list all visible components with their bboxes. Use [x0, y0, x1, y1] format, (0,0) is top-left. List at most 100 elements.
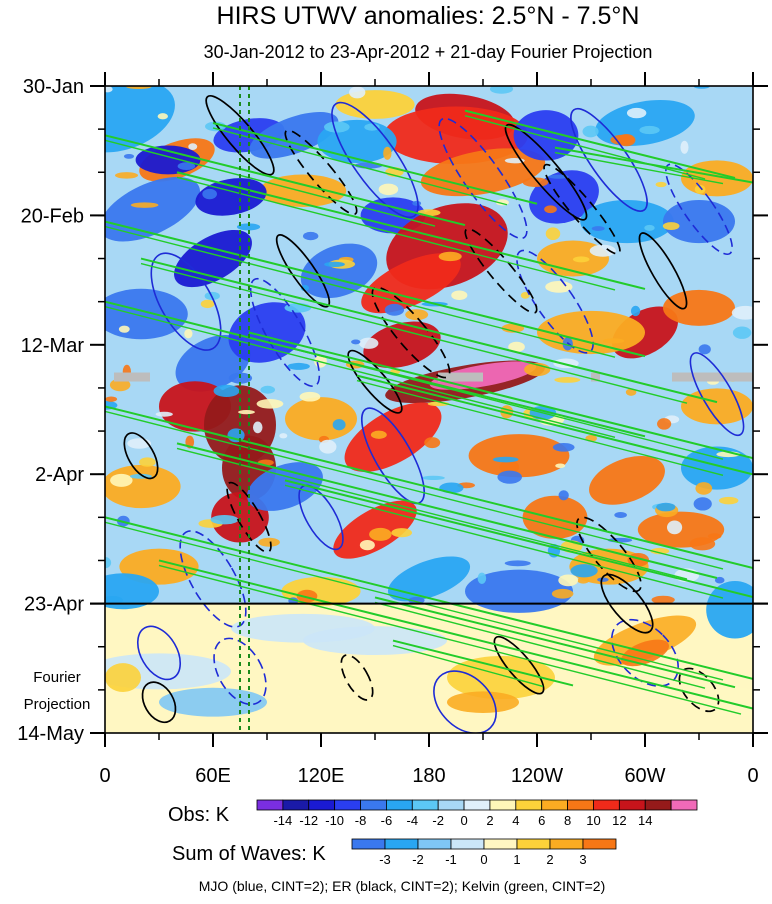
x-tick-label-2: 120E — [298, 765, 345, 787]
y-tick-label-3: 2-Apr — [35, 464, 84, 486]
obs-speck-145 — [666, 520, 683, 535]
mjo-contour-9 — [433, 670, 497, 733]
obs-anomaly-patch-17 — [663, 289, 735, 326]
obs-speck-67 — [558, 574, 579, 587]
obs-speck-95 — [109, 378, 131, 392]
obs-speck-74 — [655, 181, 667, 188]
waves-colorbar-level-5: 2 — [546, 852, 553, 867]
obs-anomaly-patch-30 — [589, 455, 665, 505]
waves-colorbar-swatch-6 — [549, 838, 584, 850]
obs-speck-55 — [731, 305, 753, 320]
obs-speck-126 — [497, 470, 522, 484]
obs-speck-24 — [504, 560, 531, 567]
obs-speck-144 — [451, 290, 468, 300]
obs-colorbar-swatch-5 — [386, 799, 413, 811]
obs-colorbar-swatch-6 — [411, 799, 439, 811]
obs-anomaly-patch-50 — [465, 569, 573, 613]
obs-speck-87 — [105, 596, 123, 605]
waves-colorbar-swatch-4 — [483, 838, 518, 850]
obs-speck-146 — [570, 564, 598, 578]
obs-anomaly-patch-55 — [706, 580, 753, 639]
obs-speck-46 — [130, 202, 159, 208]
obs-anomaly-patch-28 — [468, 434, 570, 478]
obs-colorbar-swatch-15 — [644, 799, 672, 811]
kelvin-streak-12 — [374, 596, 736, 689]
obs-speck-130 — [582, 125, 599, 138]
missing-data-bars — [114, 372, 753, 382]
kelvin-streak-inner-15 — [464, 114, 706, 180]
er-contour-13 — [493, 635, 545, 695]
kelvin-streak-inner-6 — [356, 379, 724, 477]
waves-colorbar-swatch-3 — [450, 838, 485, 850]
obs-speck-149 — [489, 86, 514, 94]
kelvin-streak-inner-2 — [105, 225, 616, 358]
obs-speck-39 — [252, 421, 263, 434]
obs-anomaly-patch-10 — [105, 176, 201, 242]
obs-speck-104 — [155, 411, 173, 417]
obs-speck-147 — [554, 376, 581, 383]
x-tick-label-4: 120W — [511, 765, 563, 787]
kelvin-streak-7 — [105, 405, 753, 569]
obs-colorbar-swatch-9 — [489, 799, 517, 811]
kelvin-streak-2 — [105, 220, 646, 358]
obs-speck-103 — [177, 162, 196, 171]
kelvin-streak-11 — [158, 559, 753, 710]
x-tick-label-5: 60W — [624, 765, 665, 787]
x-tick-label-6: 0 — [747, 765, 758, 787]
obs-speck-119 — [639, 125, 660, 135]
obs-speck-15 — [260, 385, 276, 394]
obs-speck-0 — [105, 556, 112, 569]
missing-data-bar-3 — [672, 372, 753, 382]
kelvin-streak-inner-3 — [140, 262, 688, 404]
obs-anomaly-patch-49 — [681, 446, 753, 490]
obs-speck-43 — [105, 396, 118, 402]
axis-ticks — [90, 72, 768, 747]
obs-colorbar-level-0: -14 — [273, 813, 292, 828]
er-contour-9 — [576, 516, 642, 593]
kelvin-streak-10 — [105, 516, 753, 680]
obs-colorbar-level-11: 8 — [564, 813, 571, 828]
er-contour-12 — [340, 654, 374, 701]
kelvin-streak-16 — [554, 146, 753, 184]
obs-anomaly-patch-52 — [387, 556, 471, 602]
kelvin-streak-inner-7 — [105, 410, 724, 570]
er-contour-6 — [347, 349, 403, 414]
missing-data-bar-0 — [114, 372, 150, 382]
mjo-contour-10 — [611, 618, 679, 687]
obs-anomaly-patch-40 — [249, 112, 339, 159]
obs-speck-101 — [202, 188, 217, 200]
obs-speck-29 — [651, 595, 675, 604]
chart-title: HIRS UTWV anomalies: 2.5°N - 7.5°N — [217, 2, 640, 30]
er-contour-8 — [226, 481, 272, 553]
obs-colorbar-swatch-16 — [670, 799, 698, 811]
obs-speck-123 — [520, 291, 530, 299]
obs-speck-4 — [693, 497, 712, 511]
obs-speck-45 — [370, 430, 387, 439]
obs-speck-66 — [625, 388, 637, 396]
obs-speck-80 — [545, 280, 573, 293]
obs-speck-79 — [501, 323, 525, 333]
kelvin-streak-inner-13 — [392, 644, 544, 688]
obs-speck-137 — [630, 305, 641, 317]
obs-speck-121 — [508, 341, 525, 353]
waves-colorbar-swatch-2 — [417, 838, 452, 850]
obs-speck-132 — [492, 456, 519, 463]
waves-colorbar-level-2: -1 — [445, 852, 457, 867]
kelvin-streak-13 — [392, 639, 574, 687]
obs-colorbar-level-7: 0 — [460, 813, 467, 828]
obs-anomaly-patch-42 — [105, 288, 188, 340]
obs-colorbar-label: Obs: K — [168, 804, 230, 826]
obs-anomaly-patch-23 — [285, 397, 357, 441]
mjo-contour-13 — [298, 484, 344, 551]
obs-speck-157 — [522, 177, 549, 188]
mjo-contour-8 — [136, 625, 182, 681]
projection-patch-8 — [231, 613, 375, 643]
obs-speck-120 — [302, 231, 319, 241]
kelvin-streak-inner-12 — [374, 601, 706, 689]
y-tick-label-1: 20-Feb — [21, 205, 84, 227]
mjo-contour-4 — [150, 252, 222, 351]
obs-colorbar: Obs: K -14 -12 -10 -8 -6 -4 -2 0 2 4 6 8 10 12 14 — [168, 799, 698, 828]
obs-colorbar-level-2: -10 — [325, 813, 344, 828]
er-contour-4 — [638, 232, 688, 310]
